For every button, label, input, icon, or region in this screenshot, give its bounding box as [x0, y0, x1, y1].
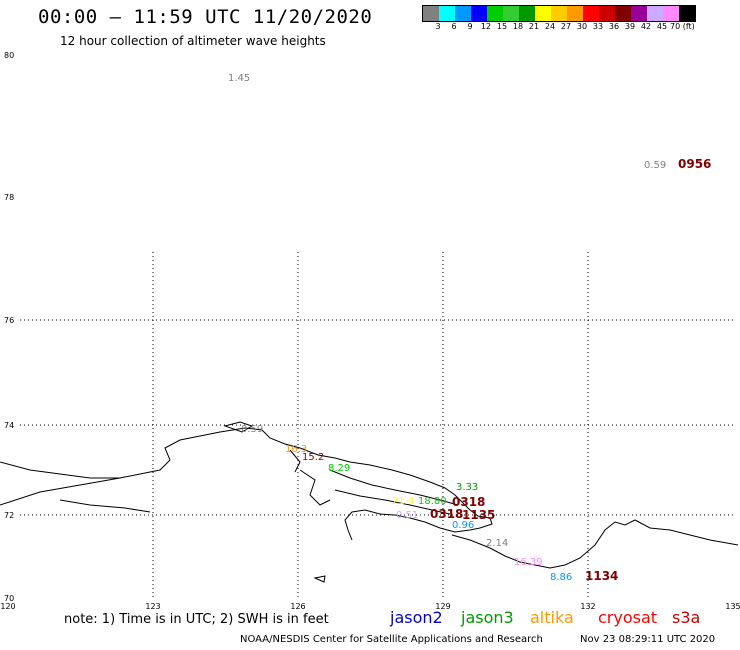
coastline-main: [0, 427, 493, 541]
wave-height-observation: 16.39: [514, 557, 543, 568]
island: [223, 421, 254, 433]
footer-timestamp: Nov 23 08:29:11 UTC 2020: [580, 634, 716, 645]
longitude-label: 123: [145, 602, 160, 611]
wave-height-observation: 16.3: [285, 444, 307, 455]
satellite-legend-jason2: jason2: [390, 608, 443, 627]
longitude-label: 132: [580, 602, 595, 611]
scale-swatch: [535, 6, 551, 21]
page-title: 00:00 – 11:59 UTC 11/20/2020: [38, 6, 373, 28]
wave-height-observation: 15.2: [302, 452, 324, 463]
scale-label: 18: [512, 22, 524, 31]
scale-swatch: [567, 6, 583, 21]
scale-swatch: [439, 6, 455, 21]
observations-layer: 1.45 0.59 0956 0.59 16.315.2 8.29 3.33 21.4 18.8…: [228, 73, 711, 583]
wave-height-observation: 0.59: [241, 424, 263, 435]
satellite-legend-cryosat: cryosat: [598, 608, 658, 627]
scale-label: 33: [592, 22, 604, 31]
wave-height-observation: 0318: [430, 507, 463, 521]
wave-height-observation: 21.4: [392, 496, 414, 507]
coastline-west: [0, 461, 151, 513]
latitude-label: 76: [4, 316, 14, 325]
scale-swatch: [599, 6, 615, 21]
scale-swatch: [423, 6, 439, 21]
wave-height-color-scale: [422, 5, 696, 22]
scale-label: 21: [528, 22, 540, 31]
latitude-label: 78: [4, 193, 14, 202]
coastline-east: [451, 519, 739, 569]
scale-label: 15: [496, 22, 508, 31]
wave-height-observation: 2.14: [486, 538, 508, 549]
scale-label: 12: [480, 22, 492, 31]
satellite-legend-jason3: jason3: [461, 608, 514, 627]
scale-label: 45: [656, 22, 668, 31]
wave-height-observation: 0956: [678, 157, 711, 171]
scale-swatch: [647, 6, 663, 21]
scale-swatch: [471, 6, 487, 21]
wave-height-observation: 1135: [462, 508, 495, 522]
coastline-inlet: [289, 449, 459, 515]
wave-height-observation: 3.33: [456, 482, 478, 493]
scale-swatch: [631, 6, 647, 21]
scale-swatch: [615, 6, 631, 21]
scale-label: 27: [560, 22, 572, 31]
footer-credit: NOAA/NESDIS Center for Satellite Applica…: [240, 634, 543, 645]
longitude-label: 129: [435, 602, 450, 611]
wave-height-observation: 0318: [452, 495, 485, 509]
wave-height-observation: 0.59: [644, 160, 666, 171]
scale-swatch: [551, 6, 567, 21]
wave-height-observation: 1.45: [228, 73, 250, 84]
wave-height-observation: 8.29: [328, 463, 350, 474]
satellite-legend-s3a: s3a: [672, 608, 701, 627]
wave-height-observation: 0.96: [452, 520, 474, 531]
scale-label: 30: [576, 22, 588, 31]
scale-swatch: [519, 6, 535, 21]
scale-swatch: [679, 6, 695, 21]
latitude-label: 80: [4, 51, 14, 60]
scale-swatch: [455, 6, 471, 21]
scale-label: 39: [624, 22, 636, 31]
longitude-label: 135: [725, 602, 740, 611]
page-subtitle: 12 hour collection of altimeter wave hei…: [60, 34, 326, 48]
scale-label: 42: [640, 22, 652, 31]
scale-label: 9: [467, 22, 473, 31]
wave-height-observation: 1134: [585, 569, 618, 583]
scale-label: 36: [608, 22, 620, 31]
coastline: [0, 421, 739, 583]
scale-label: 6: [451, 22, 457, 31]
wave-height-observation: 18.80: [418, 496, 447, 507]
scale-label: 3: [435, 22, 441, 31]
satellite-legend-altika: altika: [530, 608, 574, 627]
latitude-label: 74: [4, 421, 14, 430]
scale-swatch: [487, 6, 503, 21]
longitude-label: 120: [0, 602, 15, 611]
scale-label: 24: [544, 22, 556, 31]
latitude-label: 72: [4, 511, 14, 520]
wave-height-observation: 0.51: [396, 510, 418, 521]
scale-label: 70 (ft): [670, 22, 695, 31]
scale-swatch: [503, 6, 519, 21]
footer-note: note: 1) Time is in UTC; 2) SWH is in fe…: [64, 612, 329, 627]
scale-swatch: [583, 6, 599, 21]
longitude-label: 126: [290, 602, 305, 611]
latitude-label: 70: [4, 594, 14, 603]
island: [313, 575, 326, 583]
wave-height-observation: 8.86: [550, 572, 572, 583]
scale-swatch: [663, 6, 679, 21]
